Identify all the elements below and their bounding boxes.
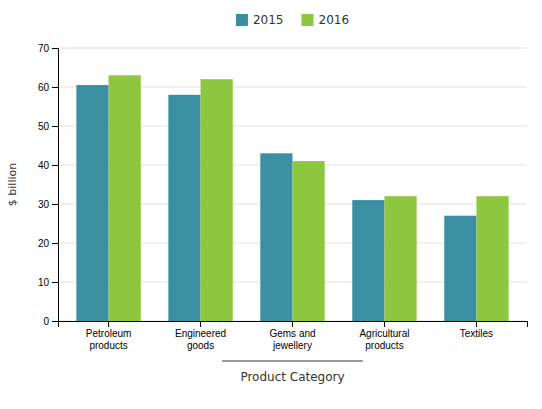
x-tick: Agriculturalproducts xyxy=(359,321,409,351)
y-tick-mark xyxy=(52,321,58,322)
y-axis-line xyxy=(52,49,59,322)
legend-swatch xyxy=(302,14,314,26)
y-tick: 60 xyxy=(38,82,58,93)
x-tick: Engineeredgoods xyxy=(175,321,226,351)
y-tick: 70 xyxy=(38,43,58,54)
bars xyxy=(76,75,508,321)
bar xyxy=(109,75,141,321)
bar xyxy=(476,196,508,321)
bar xyxy=(168,95,200,321)
y-tick: 40 xyxy=(38,160,58,171)
legend-swatch xyxy=(236,14,248,26)
x-tick-mark xyxy=(292,321,293,327)
y-tick-label: 10 xyxy=(38,277,50,288)
bar xyxy=(352,200,384,321)
x-tick: Gems andjewellery xyxy=(269,321,315,351)
bar xyxy=(293,161,325,321)
y-tick-mark xyxy=(52,126,58,127)
legend-label: 2015 xyxy=(253,13,284,27)
y-tick-label: 30 xyxy=(38,199,50,210)
y-tick-mark xyxy=(52,282,58,283)
x-tick-label: Agriculturalproducts xyxy=(359,328,409,351)
y-tick: 0 xyxy=(43,316,58,327)
y-tick: 30 xyxy=(38,199,58,210)
y-tick-label: 0 xyxy=(43,316,49,327)
bar xyxy=(260,153,292,321)
y-tick-label: 70 xyxy=(38,43,50,54)
x-tick: Petroleumproducts xyxy=(86,321,132,351)
y-tick-label: 60 xyxy=(38,82,50,93)
x-title-rule xyxy=(222,361,363,362)
y-tick-mark xyxy=(52,165,58,166)
y-tick-label: 50 xyxy=(38,121,50,132)
x-tick-mark xyxy=(476,321,477,327)
y-tick-label: 40 xyxy=(38,160,50,171)
bar xyxy=(384,196,416,321)
legend-item: 2015 xyxy=(236,13,284,27)
x-tick-label: Engineeredgoods xyxy=(175,328,226,351)
legend-label: 2016 xyxy=(319,13,350,27)
x-tick: Textiles xyxy=(460,321,493,339)
chart: 0 10 20 30 40 50 60 70 Petroleumproducts Engineer… xyxy=(0,0,542,409)
bar-series xyxy=(109,75,509,321)
x-tick-mark xyxy=(108,321,109,327)
bar xyxy=(76,85,108,321)
y-tick: 20 xyxy=(38,238,58,249)
x-axis-title: Product Category xyxy=(240,370,344,384)
grid xyxy=(58,48,527,321)
bar xyxy=(444,216,476,321)
y-tick-mark xyxy=(52,204,58,205)
x-tick-mark xyxy=(200,321,201,327)
bar xyxy=(201,79,233,321)
x-tick-label: Textiles xyxy=(460,328,493,339)
x-axis-line xyxy=(59,322,528,328)
y-tick-label: 20 xyxy=(38,238,50,249)
y-tick-mark xyxy=(52,243,58,244)
y-tick-mark xyxy=(52,87,58,88)
legend: 2015 2016 xyxy=(236,13,349,27)
x-tick-mark xyxy=(384,321,385,327)
y-axis-title: $ billion xyxy=(6,163,19,206)
y-tick: 10 xyxy=(38,277,58,288)
grid-line xyxy=(58,48,527,49)
x-tick-label: Petroleumproducts xyxy=(86,328,132,351)
plot: 0 10 20 30 40 50 60 70 Petroleumproducts Engineer… xyxy=(38,43,528,351)
x-tick-label: Gems andjewellery xyxy=(269,328,315,351)
y-tick: 50 xyxy=(38,121,58,132)
legend-item: 2016 xyxy=(302,13,350,27)
x-axis: Petroleumproducts Engineeredgoods Gems and… xyxy=(59,321,528,351)
y-tick-mark xyxy=(52,48,58,49)
y-axis: 0 10 20 30 40 50 60 70 xyxy=(38,43,59,327)
